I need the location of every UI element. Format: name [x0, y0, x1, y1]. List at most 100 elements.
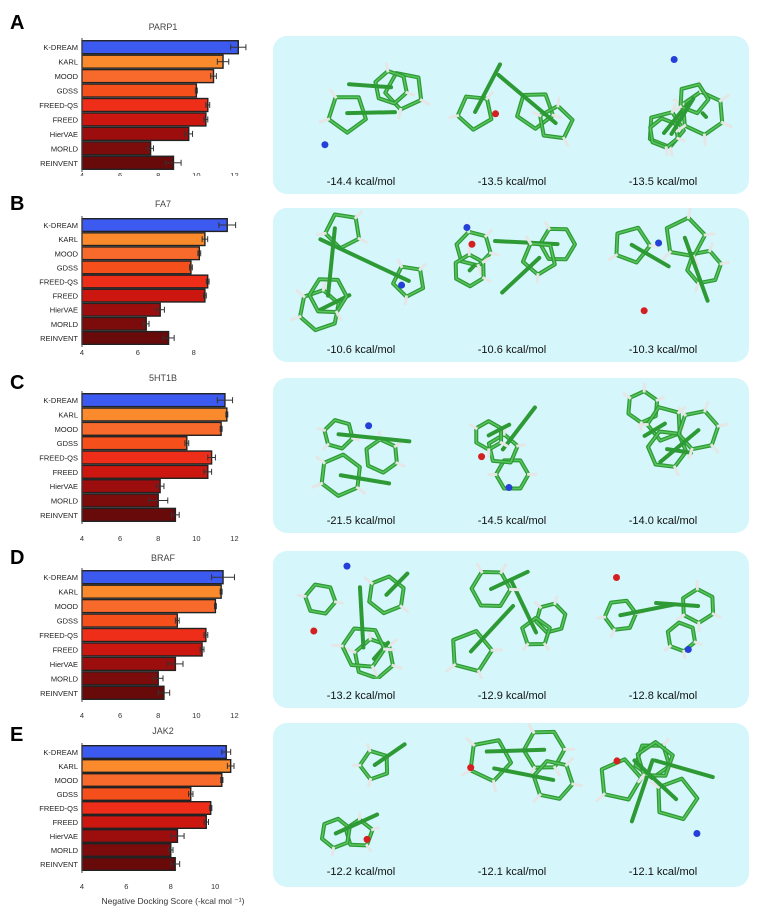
hydrogen-bond	[476, 562, 484, 574]
molecule-structure-image	[319, 742, 407, 857]
molecule-slot: -14.4 kcal/mol	[286, 36, 436, 194]
molecule-slot: -12.8 kcal/mol	[588, 551, 738, 708]
hydrogen-bond	[365, 843, 372, 853]
molecule-structure-image	[311, 418, 412, 498]
bar	[81, 570, 224, 585]
category-label: FREED-QS	[39, 278, 78, 287]
hydrogen-bond	[664, 146, 669, 156]
chart-title: 5HT1B	[149, 373, 177, 383]
bar	[81, 642, 203, 657]
chain-bond	[345, 110, 397, 116]
chain-bond	[492, 766, 556, 782]
panel-letter: C	[10, 372, 25, 394]
category-label: K-DREAM	[43, 573, 78, 582]
ring-highlight	[452, 630, 493, 672]
panel-a: A PARP1 K-DREAM KARL MOOD GDSS FREED-QS FREED H…	[0, 0, 777, 194]
ring-highlight	[636, 741, 674, 777]
category-label: K-DREAM	[43, 396, 78, 405]
category-label: GDSS	[57, 439, 78, 448]
hydrogen-bond	[469, 423, 478, 430]
hydrogen-bond	[527, 722, 536, 734]
bar	[81, 126, 190, 142]
category-label: FREED	[53, 818, 79, 827]
bar-chart-braf: BRAF K-DREAM KARL MOOD GDSS FREED-QS FREED Hier…	[39, 553, 238, 720]
hydrogen-bond	[383, 647, 396, 652]
hydrogen-bond	[403, 295, 408, 306]
hydrogen-bond	[445, 663, 457, 673]
category-label: MORLD	[51, 320, 79, 329]
chain-bond	[326, 226, 337, 298]
hydrogen-bond	[489, 251, 500, 257]
bar	[81, 745, 227, 760]
chart-title: JAK2	[152, 726, 174, 736]
docking-score-caption: -12.8 kcal/mol	[628, 690, 698, 702]
molecule-structure-image	[448, 62, 575, 147]
chain-bond	[629, 242, 671, 269]
oxygen-atom	[613, 757, 621, 765]
hydrogen-bond	[330, 846, 335, 857]
category-label: FREED-QS	[39, 804, 78, 813]
x-tick-label: 6	[118, 534, 122, 543]
hydrogen-bond	[535, 273, 540, 284]
category-label: FREED	[53, 292, 79, 301]
bar	[81, 68, 215, 84]
hydrogen-bond	[525, 235, 533, 246]
hydrogen-bond	[703, 232, 716, 237]
hydrogen-bond	[687, 447, 694, 460]
hydrogen-bond	[384, 62, 390, 73]
x-tick-label: 12	[230, 711, 238, 720]
chain-bond	[632, 758, 679, 802]
chain-bond	[618, 602, 677, 618]
hydrogen-bond	[371, 665, 379, 677]
nitrogen-atom	[670, 55, 678, 63]
hydrogen-bond	[363, 576, 374, 585]
panel-letter: E	[10, 724, 24, 746]
molecule-structure-image	[318, 62, 431, 149]
chain-bond	[467, 263, 477, 273]
hydrogen-bond	[719, 260, 730, 266]
hydrogen-bond	[418, 262, 427, 272]
chart-title: BRAF	[151, 553, 176, 563]
bar	[81, 436, 188, 451]
chain-bond	[700, 111, 709, 119]
category-label: KARL	[58, 588, 78, 597]
chain-bond	[642, 421, 667, 438]
hydrogen-bond	[485, 91, 494, 101]
bar	[81, 218, 228, 233]
oxygen-atom	[468, 240, 476, 248]
hydrogen-bond	[395, 461, 406, 468]
ring-highlight	[308, 278, 348, 313]
chain-bond	[357, 585, 366, 650]
hydrogen-bond	[543, 642, 551, 651]
ring-highlight	[615, 226, 651, 264]
hydrogen-bond	[720, 120, 733, 129]
hydrogen-bond	[522, 642, 530, 652]
chain-bond	[665, 447, 694, 455]
category-label: MOOD	[55, 425, 79, 434]
hydrogen-bond	[367, 628, 372, 641]
category-label: KARL	[58, 235, 78, 244]
category-label: MOOD	[55, 776, 79, 785]
docking-score-caption: -12.2 kcal/mol	[326, 866, 396, 878]
bar	[81, 407, 228, 422]
molecule-panel: -14.4 kcal/mol -13.5 kcal/mol -13.5 kcal…	[273, 36, 749, 194]
chain-bond	[347, 82, 394, 90]
category-label: FREED	[53, 115, 79, 124]
bar	[81, 421, 222, 436]
hydrogen-bond	[367, 777, 372, 788]
category-label: FREED-QS	[39, 454, 78, 463]
hydrogen-bond	[564, 756, 574, 767]
category-label: KARL	[58, 58, 78, 67]
bar	[81, 627, 207, 643]
x-tick-label: 4	[80, 171, 84, 176]
hydrogen-bond	[391, 663, 403, 670]
hydrogen-bond	[675, 124, 687, 133]
nitrogen-atom	[343, 562, 351, 570]
hydrogen-bond	[481, 256, 491, 264]
panel-c: C 5HT1B K-DREAM KARL MOOD GDSS FREED-QS FREED H…	[0, 369, 777, 545]
chain-bond	[682, 235, 710, 303]
chain-bond	[629, 758, 655, 824]
chain-bond	[669, 96, 696, 136]
category-label: MOOD	[55, 602, 79, 611]
hydrogen-bond	[419, 98, 431, 106]
